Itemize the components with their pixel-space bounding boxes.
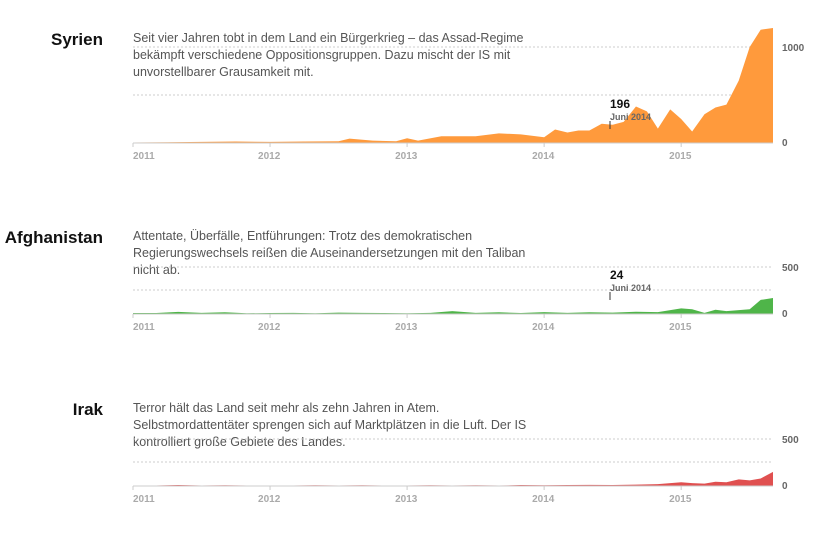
x-tick-label: 2013	[395, 151, 418, 162]
annotation-date: Juni 2014	[610, 283, 651, 293]
x-tick-label: 2013	[395, 322, 418, 333]
x-tick-label: 2012	[258, 151, 281, 162]
x-tick-label: 2011	[133, 322, 155, 333]
y-tick-label: 500	[782, 435, 799, 446]
annotation-value: 196	[610, 97, 630, 111]
country-name: Syrien	[51, 30, 103, 49]
country-description: Seit vier Jahren tobt in dem Land ein Bü…	[133, 31, 524, 79]
x-tick-label: 2015	[669, 322, 692, 333]
y-tick-label: 0	[782, 481, 788, 492]
y-tick-label: 500	[782, 263, 799, 274]
country-name: Afghanistan	[4, 228, 103, 247]
country-name: Irak	[72, 400, 103, 419]
y-tick-label: 0	[782, 309, 788, 320]
x-tick-label: 2012	[258, 322, 281, 333]
x-tick-label: 2011	[133, 151, 155, 162]
x-tick-label: 2015	[669, 151, 692, 162]
annotation-value: 24	[610, 268, 624, 282]
x-tick-label: 2014	[532, 494, 555, 505]
country-description: Attentate, Überfälle, Entführungen: Trot…	[133, 229, 526, 277]
y-tick-label: 1000	[782, 43, 805, 54]
area-series	[133, 298, 773, 314]
x-tick-label: 2012	[258, 494, 281, 505]
x-tick-label: 2014	[532, 151, 555, 162]
annotation-date: Juni 2014	[610, 112, 651, 122]
area-series	[133, 28, 773, 143]
area-chart: 500 0 2011 2012 2013 2014 2015	[132, 435, 799, 505]
x-tick-label: 2013	[395, 494, 418, 505]
x-tick-label: 2015	[669, 494, 692, 505]
y-tick-label: 0	[782, 138, 788, 149]
x-tick-label: 2014	[532, 322, 555, 333]
x-tick-label: 2011	[133, 494, 155, 505]
area-series	[133, 471, 773, 486]
